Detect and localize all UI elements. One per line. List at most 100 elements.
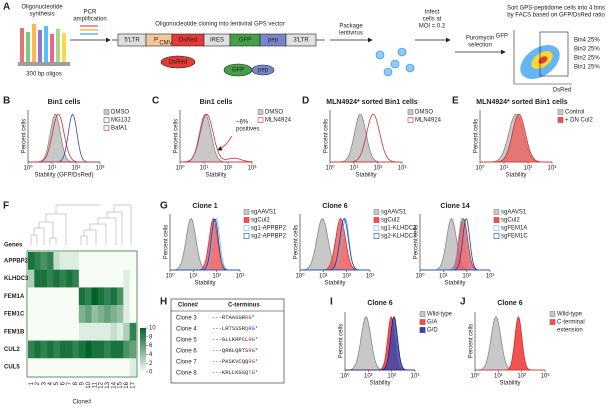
table-cell: Clone 6 [176,349,197,355]
table-cell: Clone 7 [176,360,197,366]
gene-label: FEM1A [4,294,25,300]
histogram [170,218,240,271]
schematic [18,24,572,85]
tick-label: 10³ [411,374,420,380]
oligo-bars [18,24,70,66]
legend-swatch [419,319,426,325]
sequence-part: G* [252,358,259,365]
tick-label: 10² [517,374,526,380]
sequence-part: R [248,347,252,354]
clone-label: 3 [41,381,47,385]
colorbar [140,341,146,344]
construct-label: IRES [210,38,224,44]
heatmap-cell [78,269,86,288]
heatmap-cell [40,305,48,324]
legend-swatch [407,117,414,123]
sequence-part: ---RTAASGR [212,314,246,321]
legend-swatch [373,233,380,239]
heatmap-cell [53,287,60,306]
colorbar-label: 2 [149,361,153,367]
clone-label: 2 [35,381,41,385]
colorbar [140,345,146,348]
table-header: Clone# [178,303,199,309]
heatmap-cell [53,358,60,377]
sequence: ---GLLKRPCLRG* [212,336,258,343]
heatmap-cell [66,322,73,341]
legend-swatch [257,109,264,115]
histogram [420,218,490,271]
protein-label: pep [258,68,269,74]
annotation: positives [236,127,259,133]
x-axis-label: Stability [194,281,215,287]
legend-swatch [103,125,110,131]
heatmap-cell [59,269,67,288]
colorbar [140,365,146,368]
panel-letter: C [152,96,159,107]
legend-label: Wild-type [557,312,583,318]
sequence-part: R [248,336,252,343]
legend-label: G/A [427,320,437,326]
sequence: ---KRLLKGSQTG* [212,369,258,376]
colorbar-label: 0 [149,370,153,376]
bin-label: Bin3 25% [574,47,600,53]
heatmap-cell [85,252,92,270]
y-axis-label: Percent cells [164,225,170,259]
heatmap-cell [34,252,41,270]
panel-title: Clone 6 [322,203,347,210]
legend-label: Control [565,110,584,116]
heatmap-cell [129,252,137,270]
bin-label: Bin1 25% [574,65,600,71]
histogram [345,315,415,371]
heatmap-cell [28,358,35,377]
label: amplification [73,17,106,23]
tick-label: 10³ [398,166,407,172]
tick-label: 10⁰ [325,165,335,172]
heatmap-cell [85,358,92,377]
tick-label: 10¹ [350,166,359,172]
heatmap-cell [66,358,73,377]
colorbar [140,343,146,346]
heatmap-cell [78,252,86,270]
construct-label: CMV [159,41,172,47]
histogram [28,113,100,163]
y-axis-label: Percent cells [294,225,300,259]
tick-label: 10¹ [500,166,509,172]
construct-label: DsRed [179,38,197,44]
tick-label: 10⁰ [340,373,350,380]
heatmap-cell [104,287,111,306]
panel-letter: B [3,96,10,107]
heatmap-cell [129,287,137,306]
legend-swatch [493,209,500,215]
heatmap-cell [34,305,41,324]
legend-swatch [373,225,380,231]
tick-label: 10² [524,166,533,172]
heatmap-cell [34,340,41,359]
tick-label: 10¹ [364,374,373,380]
legend-label: extension [557,328,583,334]
heatmap-cell [91,305,99,324]
tick-label: 10³ [236,274,245,280]
colorbar [140,367,146,370]
colorbar [140,332,146,335]
gene-label: KLHDC3 [4,276,29,282]
panel-letter: I [330,297,333,308]
tick-label: 10¹ [494,374,503,380]
tick-label: 10¹ [200,166,209,172]
heatmap-cell [47,305,54,324]
label: GFP [496,34,508,40]
heatmap-cell [110,322,118,341]
panel-title: Clone 6 [497,300,522,307]
construct-label: 3'LTR [293,38,309,44]
x-axis-label: Stability [355,173,376,179]
heatmap-cell [40,287,48,306]
heatmap-cell [91,322,99,341]
label: lentivirus [339,31,363,37]
legend-swatch [557,117,564,123]
sequence-part: R [245,314,249,321]
heatmap-cell [116,340,124,359]
tick-label: 10² [387,374,396,380]
label: Package [339,24,363,30]
bin-label: Bin4 25% [574,38,600,44]
colorbar [140,356,146,359]
tick-label: 10⁰ [470,373,480,380]
